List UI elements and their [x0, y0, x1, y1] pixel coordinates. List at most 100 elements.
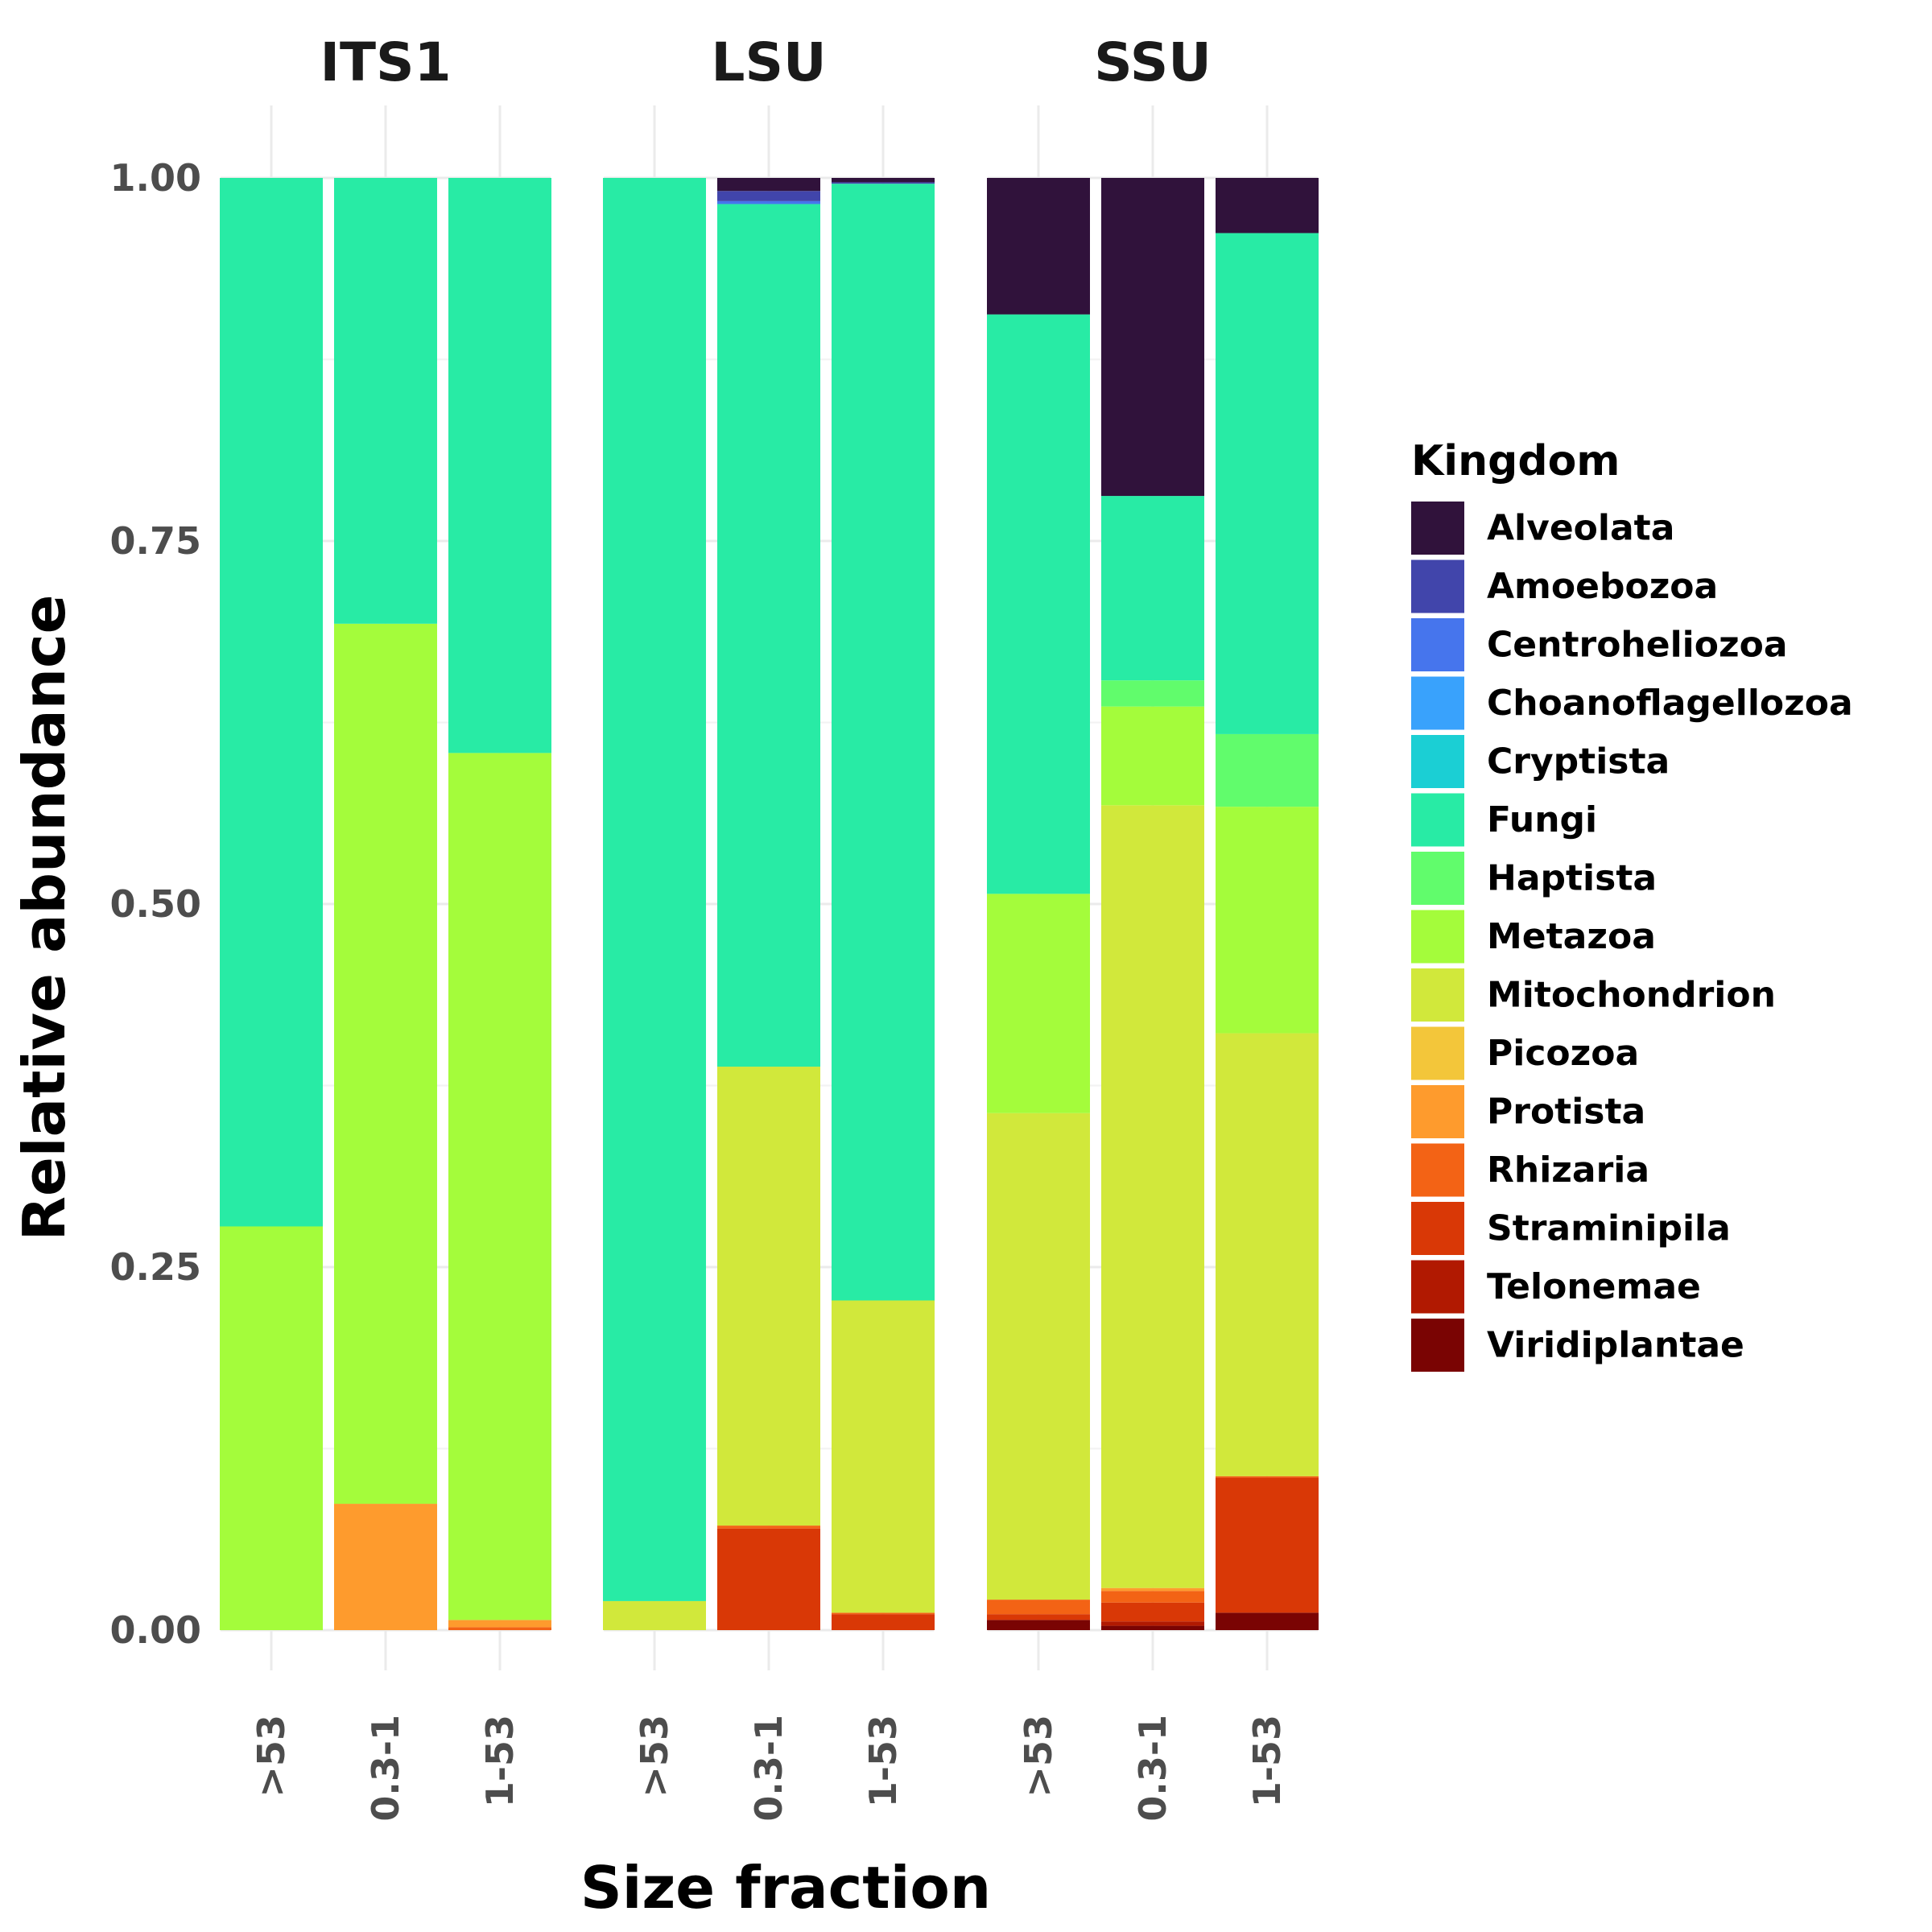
bar-segment-ssu-0-3-1-haptista [1101, 680, 1204, 707]
x-tick-label: 0.3-1 [1131, 1715, 1174, 1822]
bar-segment-its1-0-3-1-metazoa [334, 623, 437, 1505]
bar-segment-lsu-0-3-1-centroheliozoa [717, 200, 820, 204]
legend-label-rhizaria: Rhizaria [1487, 1150, 1649, 1191]
legend-label-amoebozoa: Amoebozoa [1487, 566, 1718, 607]
bar-segment-ssu-53-viridiplantae [987, 1620, 1090, 1630]
legend-key-straminipila [1411, 1202, 1464, 1255]
bar-segment-lsu-0-3-1-alveolata [717, 178, 820, 192]
bar-segment-ssu-0-3-1-metazoa [1101, 706, 1204, 806]
y-tick-label: 0.25 [110, 1245, 202, 1289]
legend-label-metazoa: Metazoa [1487, 916, 1656, 957]
x-axis-ticks: >53 0.3-1 1-53 >53 0.3-1 1-53 >53 0.3-1 1-53 [250, 1715, 1289, 1822]
bar-segment-lsu-0-3-1-rhizaria [717, 1525, 820, 1529]
bar-segment-lsu-0-3-1-fungi [717, 204, 820, 1067]
facet-titles: ITS1 LSU SSU [320, 31, 1211, 93]
bar-segment-ssu-53-mitochondrion [987, 1113, 1090, 1600]
legend-key-mitochondrion [1411, 968, 1464, 1022]
y-axis-ticks: 0.00 0.25 0.50 0.75 1.00 [110, 156, 202, 1652]
bar-segment-ssu-53-alveolata [987, 178, 1090, 315]
legend-key-telonemae [1411, 1260, 1464, 1314]
legend-label-mitochondrion: Mitochondrion [1487, 975, 1776, 1016]
bar-segment-its1-1-53-protista [448, 1620, 551, 1628]
bar-segment-lsu-1-53-amoebozoa [832, 182, 935, 184]
x-axis-title: Size fraction [580, 1854, 991, 1922]
bar-segment-ssu-0-3-1-telonemae [1101, 1621, 1204, 1626]
bar-segment-lsu-0-3-1-straminipila [717, 1528, 820, 1630]
bar-segment-lsu-1-53-fungi [832, 184, 935, 1301]
facet-title-lsu: LSU [711, 31, 826, 93]
legend-key-choanoflagellozoa [1411, 676, 1464, 730]
bar-segment-lsu-0-3-1-amoebozoa [717, 191, 820, 201]
facet-title-its1: ITS1 [320, 31, 451, 93]
legend-key-haptista [1411, 852, 1464, 905]
bar-segment-lsu-1-53-rhizaria [832, 1612, 935, 1615]
bar-segment-ssu-53-straminipila [987, 1614, 1090, 1620]
bar-segment-ssu-1-53-metazoa [1216, 807, 1319, 1034]
legend-label-centroheliozoa: Centroheliozoa [1487, 625, 1788, 666]
bar-segment-ssu-53-fungi [987, 314, 1090, 894]
bars [220, 178, 1319, 1630]
bar-segment-lsu-53-mitochondrion [603, 1600, 706, 1630]
legend-label-alveolata: Alveolata [1487, 508, 1674, 549]
legend-label-picozoa: Picozoa [1487, 1033, 1639, 1074]
bar-segment-ssu-1-53-fungi [1216, 233, 1319, 734]
legend-label-choanoflagellozoa: Choanoflagellozoa [1487, 683, 1853, 724]
bar-segment-its1-53-metazoa [220, 1226, 323, 1630]
legend-key-alveolata [1411, 502, 1464, 555]
legend-key-metazoa [1411, 910, 1464, 964]
bar-segment-lsu-53-fungi [603, 178, 706, 1601]
bar-segment-ssu-1-53-straminipila [1216, 1477, 1319, 1613]
bar-segment-lsu-0-3-1-mitochondrion [717, 1067, 820, 1526]
bar-segment-ssu-0-3-1-rhizaria [1101, 1591, 1204, 1603]
legend-label-viridiplantae: Viridiplantae [1487, 1325, 1744, 1366]
y-tick-label: 0.00 [110, 1608, 202, 1652]
bar-segment-ssu-0-3-1-mitochondrion [1101, 805, 1204, 1588]
bar-segment-its1-0-3-1-fungi [334, 178, 437, 624]
bar-segment-ssu-1-53-alveolata [1216, 178, 1319, 233]
bar-segment-ssu-1-53-haptista [1216, 733, 1319, 807]
legend-label-telonemae: Telonemae [1487, 1266, 1701, 1307]
bar-segment-its1-1-53-fungi [448, 178, 551, 753]
legend: Alveolata Amoebozoa Centroheliozoa Choanofl… [1411, 502, 1853, 1372]
legend-key-centroheliozoa [1411, 618, 1464, 671]
legend-label-cryptista: Cryptista [1487, 741, 1670, 782]
y-tick-label: 0.50 [110, 882, 202, 926]
bar-segment-ssu-53-rhizaria [987, 1600, 1090, 1615]
legend-key-fungi [1411, 793, 1464, 847]
y-tick-label: 1.00 [110, 156, 202, 200]
x-tick-label: 1-53 [1245, 1715, 1289, 1807]
legend-label-haptista: Haptista [1487, 858, 1657, 899]
legend-label-fungi: Fungi [1487, 799, 1597, 840]
legend-label-protista: Protista [1487, 1092, 1645, 1133]
bar-segment-ssu-1-53-rhizaria [1216, 1476, 1319, 1478]
legend-key-picozoa [1411, 1026, 1464, 1080]
legend-key-viridiplantae [1411, 1319, 1464, 1372]
x-tick-label: >53 [250, 1715, 293, 1798]
bar-segment-lsu-1-53-straminipila [832, 1614, 935, 1630]
facet-title-ssu: SSU [1094, 31, 1212, 93]
x-tick-label: >53 [633, 1715, 676, 1798]
bar-segment-ssu-53-metazoa [987, 894, 1090, 1113]
bar-segment-ssu-1-53-mitochondrion [1216, 1033, 1319, 1476]
bar-segment-lsu-1-53-mitochondrion [832, 1300, 935, 1613]
bar-segment-its1-1-53-metazoa [448, 753, 551, 1620]
legend-key-rhizaria [1411, 1143, 1464, 1197]
bar-segment-its1-53-fungi [220, 178, 323, 1227]
x-tick-label: >53 [1017, 1715, 1060, 1798]
bar-segment-ssu-1-53-viridiplantae [1216, 1612, 1319, 1630]
bar-segment-ssu-0-3-1-viridiplantae [1101, 1625, 1204, 1630]
legend-key-protista [1411, 1085, 1464, 1138]
bar-segment-ssu-0-3-1-fungi [1101, 496, 1204, 681]
y-axis-title: Relative abundance [10, 594, 78, 1241]
legend-key-cryptista [1411, 735, 1464, 788]
legend-title: Kingdom [1411, 437, 1620, 485]
legend-label-straminipila: Straminipila [1487, 1208, 1731, 1249]
bar-segment-its1-0-3-1-protista [334, 1504, 437, 1630]
bar-segment-its1-1-53-rhizaria [448, 1627, 551, 1630]
bar-segment-ssu-0-3-1-alveolata [1101, 178, 1204, 497]
bar-segment-ssu-0-3-1-straminipila [1101, 1602, 1204, 1622]
bar-segment-lsu-1-53-alveolata [832, 178, 935, 183]
x-tick-label: 0.3-1 [747, 1715, 791, 1822]
legend-key-amoebozoa [1411, 559, 1464, 613]
